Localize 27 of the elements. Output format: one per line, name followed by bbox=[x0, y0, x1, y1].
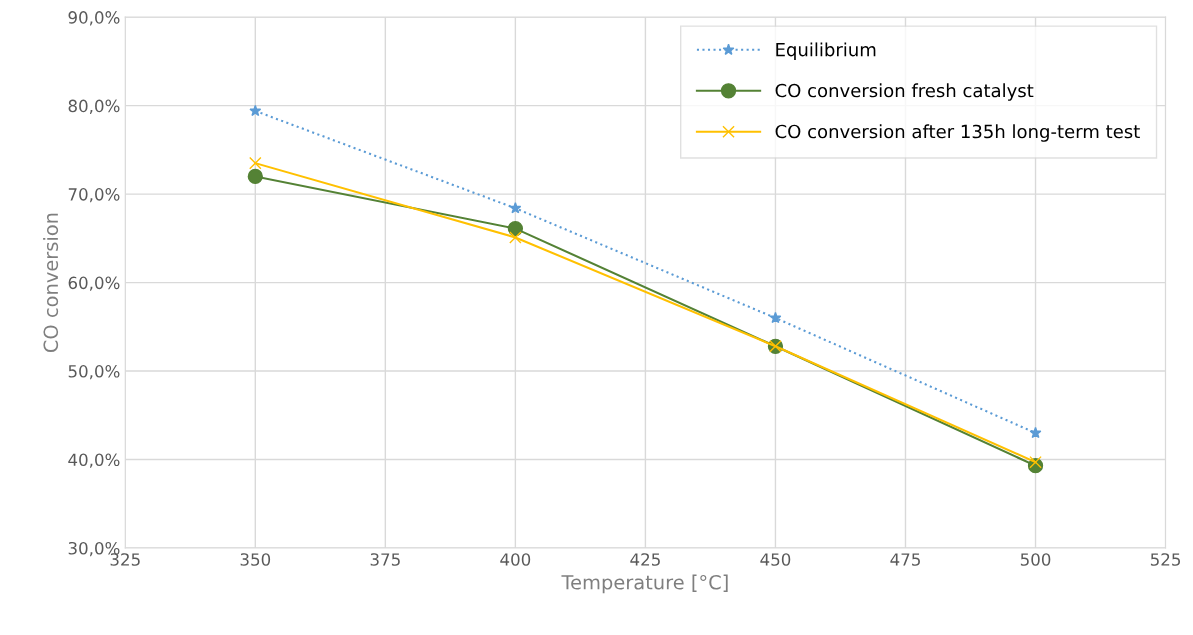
point bbox=[769, 311, 782, 324]
point bbox=[247, 168, 263, 185]
x-tick-label: 400 bbox=[500, 553, 531, 566]
x-axis-title: Temperature [°C] bbox=[561, 574, 728, 594]
x-tick-label: 500 bbox=[1020, 553, 1051, 566]
point bbox=[509, 202, 522, 214]
legend-label: Equilibrium bbox=[776, 42, 876, 60]
x-tick-label: 450 bbox=[760, 553, 791, 566]
y-tick-label: 90,0% bbox=[68, 11, 120, 26]
x-tick-label: 475 bbox=[890, 553, 920, 566]
point bbox=[509, 231, 522, 244]
legend-label: CO conversion after 135h long-term test bbox=[775, 124, 1140, 142]
x-tick-label: 525 bbox=[1150, 553, 1181, 566]
y-axis-title: CO conversion bbox=[43, 213, 59, 353]
point bbox=[249, 104, 262, 117]
y-tick-label: 50,0% bbox=[68, 365, 120, 380]
point bbox=[249, 156, 262, 170]
x-tick-label: 425 bbox=[630, 553, 660, 566]
y-tick-label: 80,0% bbox=[68, 99, 120, 114]
y-tick-label: 40,0% bbox=[68, 453, 120, 468]
x-tick-label: 350 bbox=[240, 553, 271, 566]
point bbox=[1029, 426, 1042, 439]
x-tick-label: 375 bbox=[370, 553, 400, 566]
point bbox=[1029, 455, 1042, 469]
y-tick-label: 60,0% bbox=[68, 276, 120, 291]
y-tick-label: 70,0% bbox=[68, 188, 120, 203]
legend-label: CO conversion fresh catalyst bbox=[775, 83, 1034, 101]
